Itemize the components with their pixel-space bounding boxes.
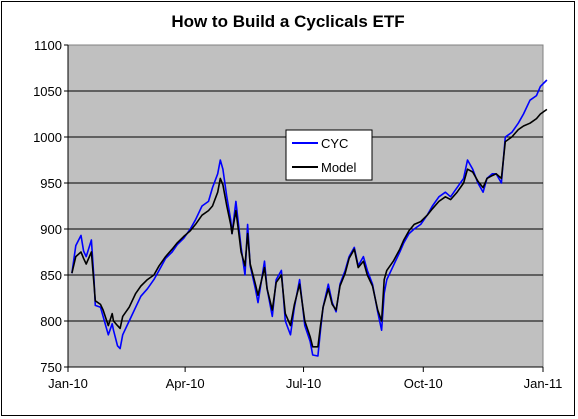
plot-area <box>67 44 544 368</box>
x-tick-label: Oct-10 <box>404 376 443 391</box>
x-tick-label: Jul-10 <box>286 376 321 391</box>
y-axis: 750 800 850 900 950 1000 1050 1100 <box>33 38 68 375</box>
chart-title: How to Build a Cyclicals ETF <box>171 12 404 31</box>
series-line-model <box>71 108 548 348</box>
y-tick-label: 800 <box>40 314 62 329</box>
legend: CYC Model <box>285 129 373 181</box>
x-tick-label: Jan-11 <box>524 376 563 391</box>
y-tick-label: 850 <box>40 268 62 283</box>
x-tick-label: Apr-10 <box>166 376 205 391</box>
y-tick-label: 1050 <box>33 84 62 99</box>
legend-box <box>285 129 373 181</box>
y-tick-label: 750 <box>40 360 62 375</box>
legend-label-model: Model <box>321 160 357 175</box>
x-axis: Jan-10 Apr-10 Jul-10 Oct-10 Jan-11 <box>48 45 562 391</box>
y-tick-label: 1100 <box>34 38 62 53</box>
y-tick-label: 950 <box>40 176 62 191</box>
y-tick-label: 1000 <box>33 130 62 145</box>
y-tick-label: 900 <box>40 222 62 237</box>
series-lines <box>71 79 548 357</box>
x-tick-label: Jan-10 <box>48 376 88 391</box>
legend-label-cyc: CYC <box>321 136 348 151</box>
